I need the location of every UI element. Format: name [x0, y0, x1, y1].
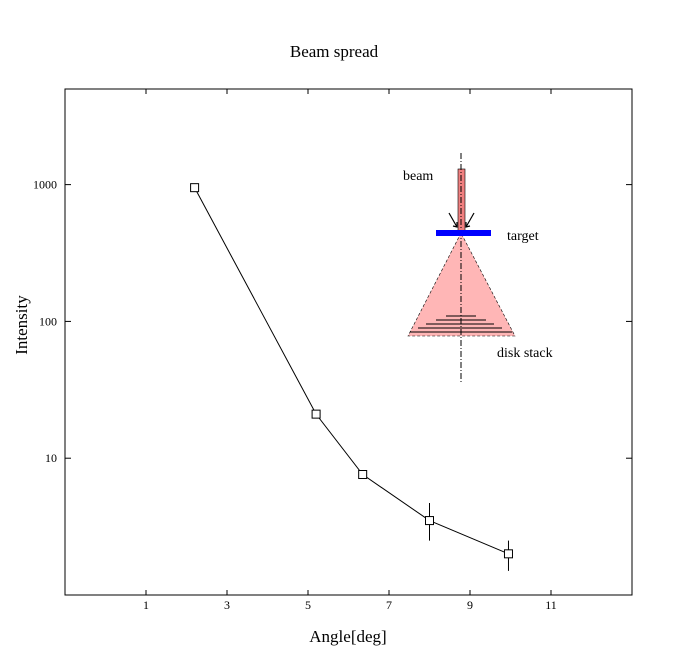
beam-label: beam	[403, 169, 433, 184]
y-axis-label: Intensity	[12, 295, 31, 355]
incoming-arrow-left	[448, 212, 458, 228]
spread-cone	[407, 232, 516, 337]
incoming-arrow-left-head	[452, 222, 458, 228]
x-tick-label: 11	[545, 598, 557, 612]
plot-frame	[64, 88, 633, 596]
x-tick-label: 5	[305, 598, 311, 612]
x-axis-label: Angle[deg]	[309, 627, 386, 646]
x-tick-label: 7	[386, 598, 392, 612]
data-series	[190, 183, 513, 571]
x-tick-label: 9	[467, 598, 473, 612]
incoming-arrow-right-head	[465, 222, 471, 228]
data-point	[425, 516, 434, 526]
x-tick-label: 3	[224, 598, 230, 612]
x-tick-label: 1	[143, 598, 149, 612]
disk-stack-label: disk stack	[497, 346, 553, 361]
incoming-arrow-right	[465, 212, 475, 228]
target-label: target	[507, 229, 539, 244]
y-tick-label: 100	[39, 314, 57, 328]
inset-diagram: beam target disk stack	[403, 153, 553, 382]
data-point	[358, 470, 368, 480]
y-tick-label: 1000	[33, 178, 57, 192]
data-point	[311, 409, 321, 419]
y-axis-ticks: 10 100 1000	[33, 178, 632, 465]
target-bar	[436, 230, 491, 236]
data-point	[503, 549, 513, 559]
x-axis-ticks: 1 3 5 7 9 11	[143, 89, 557, 612]
chart-title: Beam spread	[290, 42, 379, 61]
data-point	[190, 183, 200, 193]
y-tick-label: 10	[45, 451, 57, 465]
